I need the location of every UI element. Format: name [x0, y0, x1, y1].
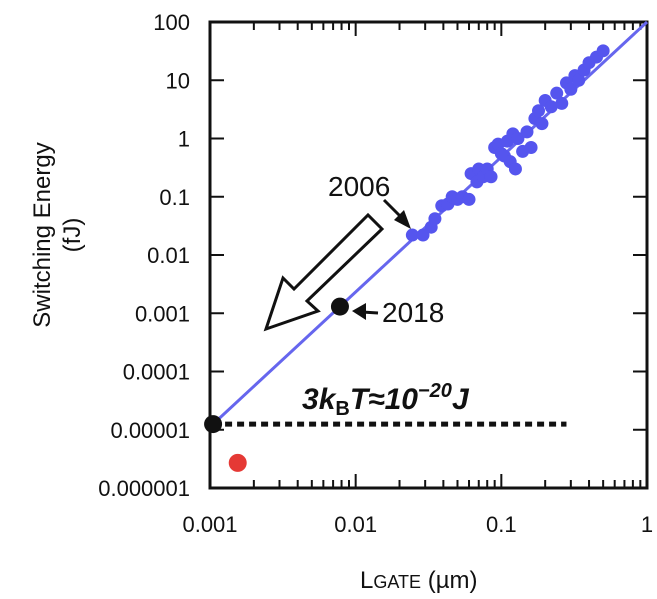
- annotation-2018: 2018: [382, 297, 444, 328]
- highlight-points: [204, 297, 349, 472]
- data-point: [572, 73, 586, 87]
- highlight-point: [204, 415, 223, 434]
- data-point: [520, 125, 534, 139]
- svg-text:Switching Energy: Switching Energy: [29, 142, 56, 327]
- data-point: [535, 117, 549, 131]
- arrow-2018-head: [352, 303, 366, 320]
- y-tick-label: 1: [178, 127, 190, 152]
- data-point: [511, 132, 525, 145]
- highlight-point: [228, 453, 247, 472]
- data-point: [555, 96, 569, 110]
- x-tick-label: 0.001: [182, 512, 237, 537]
- thermal-energy-label: 3kBT≈10−20J: [302, 380, 470, 420]
- arrow-2006-head: [394, 210, 411, 229]
- svg-text:(fJ): (fJ): [59, 218, 86, 253]
- plot-frame: [208, 20, 649, 490]
- y-tick-label: 10: [166, 68, 190, 93]
- scaling-trend-arrow: [263, 212, 385, 332]
- data-point: [524, 141, 538, 155]
- annotation-2006: 2006: [328, 171, 390, 202]
- y-tick-label: 100: [153, 10, 190, 35]
- axis-ticks: [209, 21, 647, 489]
- data-point: [405, 228, 419, 242]
- y-tick-label: 0.01: [147, 243, 190, 268]
- data-point: [544, 100, 558, 114]
- x-tick-label: 1: [641, 512, 653, 537]
- data-point: [484, 170, 498, 184]
- data-point: [428, 212, 442, 226]
- data-point: [596, 44, 610, 58]
- data-points: [405, 44, 610, 242]
- y-tick-label: 0.1: [159, 185, 190, 210]
- x-tick-label: 0.1: [486, 512, 517, 537]
- data-point: [532, 104, 546, 118]
- y-tick-label: 0.000001: [98, 476, 190, 501]
- x-tick-label: 0.01: [334, 512, 377, 537]
- y-axis-title: Switching Energy (fJ): [29, 142, 86, 327]
- y-tick-labels: 0.000001 0.00001 0.0001 0.001 0.01 0.1 1 10 100: [98, 10, 190, 501]
- y-tick-label: 0.00001: [110, 418, 190, 443]
- data-point: [564, 82, 578, 96]
- x-axis-title: LGATE (µm): [360, 567, 478, 594]
- data-point: [416, 228, 430, 242]
- y-tick-label: 0.0001: [123, 360, 190, 385]
- data-point: [462, 192, 476, 206]
- y-tick-label: 0.001: [135, 301, 190, 326]
- data-point: [508, 162, 522, 176]
- data-point: [550, 86, 564, 100]
- x-tick-labels: 0.001 0.01 0.1 1: [182, 512, 653, 537]
- highlight-point-2018: [330, 297, 349, 316]
